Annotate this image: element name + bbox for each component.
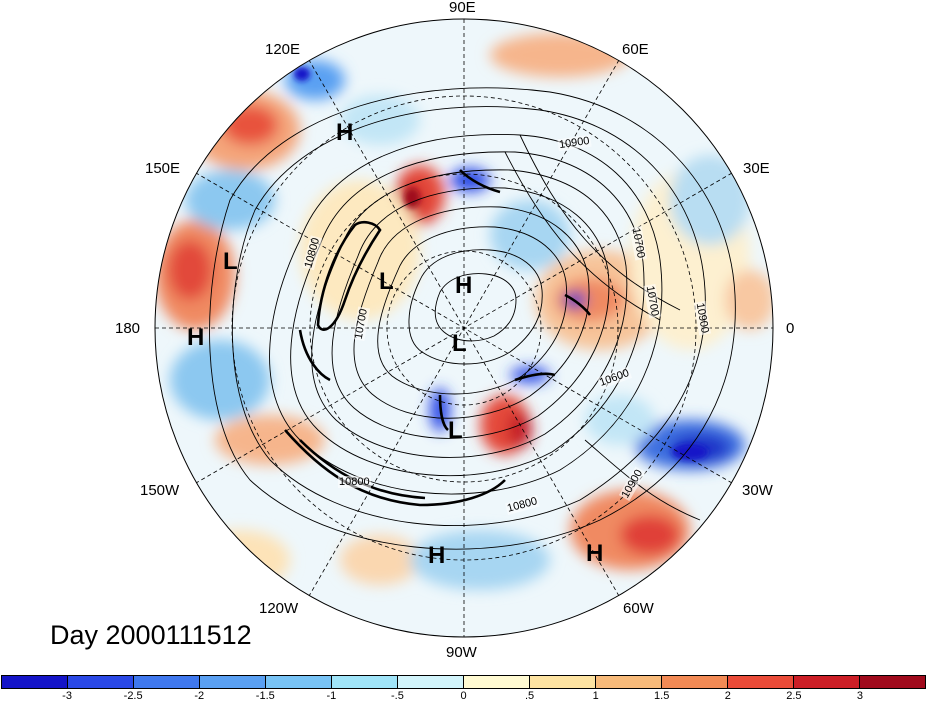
colorbar-swatch (68, 676, 134, 688)
lon-label-120e: 120E (265, 41, 301, 58)
colorbar-swatch (200, 676, 266, 688)
pressure-center-high: H (428, 542, 446, 569)
lon-label-60e: 60E (622, 41, 649, 58)
colorbar-swatch (134, 676, 200, 688)
colorbar-swatch (596, 676, 662, 688)
colorbar-swatch (332, 676, 398, 688)
lon-label-90e: 90E (449, 0, 476, 16)
colorbar: -3 -2.5 -2 -1.5 -1 -.5 0 .5 1 1.5 2 2.5 3 (0, 675, 928, 702)
graticule (155, 19, 773, 637)
colorbar-tick-label: 3 (856, 690, 863, 702)
colorbar-swatch (662, 676, 728, 688)
colorbar-swatch (266, 676, 332, 688)
colorbar-swatch (464, 676, 530, 688)
pressure-center-low: L (448, 417, 463, 444)
colorbar-tick-label: 2 (724, 690, 731, 702)
lon-label-60w: 60W (623, 600, 654, 617)
pressure-center-low: L (452, 330, 467, 357)
contour-label: 10800 (338, 476, 371, 488)
pressure-center-high: H (336, 119, 354, 146)
colorbar-tick-label: -1 (326, 690, 337, 702)
lon-label-120w: 120W (259, 600, 299, 617)
pressure-center-low: L (223, 248, 238, 275)
lon-label-30w: 30W (742, 482, 773, 499)
colorbar-tick-label: 0 (460, 690, 467, 702)
colorbar-swatch (398, 676, 464, 688)
colorbar-tick-label: .5 (524, 690, 535, 702)
colorbar-swatch (728, 676, 794, 688)
colorbar-tick-label: -3 (62, 690, 72, 702)
colorbar-swatch (2, 676, 68, 688)
pressure-center-high: H (455, 272, 473, 299)
lon-label-150w: 150W (140, 482, 180, 499)
colorbar-tick-label: -1.5 (255, 690, 275, 702)
colorbar-swatch (530, 676, 596, 688)
pressure-center-high: H (187, 324, 205, 351)
colorbar-swatches (1, 675, 926, 689)
lon-label-180: 180 (115, 320, 141, 337)
date-label: Day 2000111512 (50, 620, 252, 650)
lon-label-0: 0 (786, 320, 795, 337)
pressure-center-low: L (379, 268, 394, 295)
colorbar-tick-label: 1 (592, 690, 599, 702)
colorbar-tick-label: -2.5 (123, 690, 143, 702)
pressure-center-high: H (586, 540, 604, 567)
colorbar-swatch (794, 676, 860, 688)
colorbar-tick-label: 2.5 (786, 690, 802, 702)
map-boundary (154, 18, 774, 638)
lon-label-150e: 150E (145, 160, 181, 177)
colorbar-swatch (860, 676, 925, 688)
lon-label-30e: 30E (743, 160, 770, 177)
colorbar-tick-label: -2 (194, 690, 205, 702)
lon-label-90w: 90W (446, 644, 477, 661)
colorbar-tick-label: 1.5 (654, 690, 670, 702)
colorbar-tick-label: -.5 (391, 690, 404, 702)
